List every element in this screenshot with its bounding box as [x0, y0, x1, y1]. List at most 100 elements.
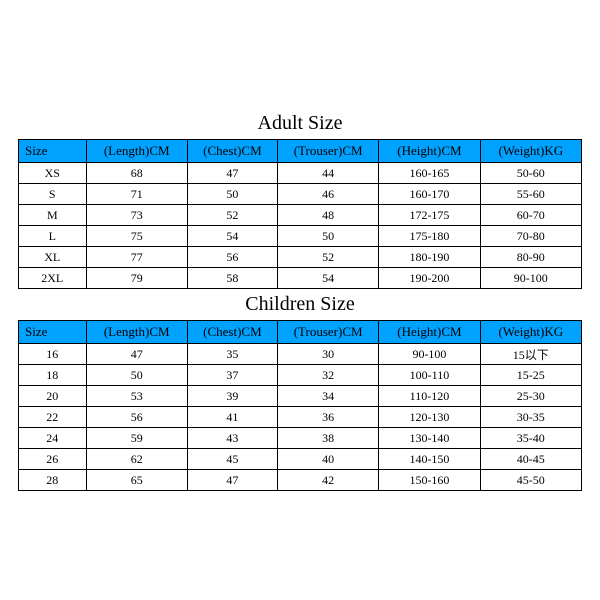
cell-height: 160-170 — [379, 184, 480, 205]
cell-trouser: 54 — [277, 268, 378, 289]
cell-size: XS — [19, 163, 87, 184]
cell-length: 71 — [86, 184, 187, 205]
cell-height: 100-110 — [379, 365, 480, 386]
col-weight: (Weight)KG — [480, 321, 581, 344]
cell-weight: 90-100 — [480, 268, 581, 289]
col-trouser: (Trouser)CM — [277, 321, 378, 344]
col-chest: (Chest)CM — [187, 140, 277, 163]
cell-chest: 41 — [187, 407, 277, 428]
cell-length: 73 — [86, 205, 187, 226]
cell-chest: 52 — [187, 205, 277, 226]
cell-height: 172-175 — [379, 205, 480, 226]
cell-size: 16 — [19, 344, 87, 365]
cell-weight: 40-45 — [480, 449, 581, 470]
col-size: Size — [19, 140, 87, 163]
cell-length: 68 — [86, 163, 187, 184]
cell-length: 47 — [86, 344, 187, 365]
cell-height: 90-100 — [379, 344, 480, 365]
col-length: (Length)CM — [86, 140, 187, 163]
cell-size: 20 — [19, 386, 87, 407]
table-row: M 73 52 48 172-175 60-70 — [19, 205, 582, 226]
cell-weight: 50-60 — [480, 163, 581, 184]
cell-weight: 15以下 — [480, 344, 581, 365]
cell-length: 50 — [86, 365, 187, 386]
table-row: 2XL 79 58 54 190-200 90-100 — [19, 268, 582, 289]
table-row: L 75 54 50 175-180 70-80 — [19, 226, 582, 247]
col-height: (Height)CM — [379, 321, 480, 344]
table-row: 26 62 45 40 140-150 40-45 — [19, 449, 582, 470]
cell-trouser: 46 — [277, 184, 378, 205]
cell-size: 26 — [19, 449, 87, 470]
cell-size: L — [19, 226, 87, 247]
col-weight: (Weight)KG — [480, 140, 581, 163]
table-row: 24 59 43 38 130-140 35-40 — [19, 428, 582, 449]
children-size-table: Size (Length)CM (Chest)CM (Trouser)CM (H… — [18, 320, 582, 491]
cell-height: 140-150 — [379, 449, 480, 470]
table-row: 18 50 37 32 100-110 15-25 — [19, 365, 582, 386]
cell-height: 120-130 — [379, 407, 480, 428]
cell-length: 75 — [86, 226, 187, 247]
cell-height: 150-160 — [379, 470, 480, 491]
cell-chest: 45 — [187, 449, 277, 470]
cell-length: 59 — [86, 428, 187, 449]
cell-size: 28 — [19, 470, 87, 491]
cell-height: 175-180 — [379, 226, 480, 247]
cell-chest: 58 — [187, 268, 277, 289]
cell-weight: 35-40 — [480, 428, 581, 449]
cell-trouser: 38 — [277, 428, 378, 449]
cell-chest: 56 — [187, 247, 277, 268]
col-height: (Height)CM — [379, 140, 480, 163]
cell-weight: 15-25 — [480, 365, 581, 386]
cell-trouser: 36 — [277, 407, 378, 428]
col-trouser: (Trouser)CM — [277, 140, 378, 163]
cell-size: 18 — [19, 365, 87, 386]
cell-size: S — [19, 184, 87, 205]
cell-size: 22 — [19, 407, 87, 428]
cell-weight: 60-70 — [480, 205, 581, 226]
cell-chest: 37 — [187, 365, 277, 386]
cell-length: 56 — [86, 407, 187, 428]
size-chart-page: Adult Size Size (Length)CM (Chest)CM (Tr… — [0, 0, 600, 600]
table-row: S 71 50 46 160-170 55-60 — [19, 184, 582, 205]
cell-weight: 80-90 — [480, 247, 581, 268]
cell-trouser: 50 — [277, 226, 378, 247]
children-body: 16 47 35 30 90-100 15以下 18 50 37 32 100-… — [19, 344, 582, 491]
table-row: 28 65 47 42 150-160 45-50 — [19, 470, 582, 491]
adult-body: XS 68 47 44 160-165 50-60 S 71 50 46 160… — [19, 163, 582, 289]
cell-trouser: 30 — [277, 344, 378, 365]
cell-weight: 70-80 — [480, 226, 581, 247]
cell-size: M — [19, 205, 87, 226]
cell-chest: 47 — [187, 163, 277, 184]
cell-length: 77 — [86, 247, 187, 268]
cell-size: 24 — [19, 428, 87, 449]
col-size: Size — [19, 321, 87, 344]
table-row: 20 53 39 34 110-120 25-30 — [19, 386, 582, 407]
table-row: XL 77 56 52 180-190 80-90 — [19, 247, 582, 268]
cell-chest: 50 — [187, 184, 277, 205]
children-header-row: Size (Length)CM (Chest)CM (Trouser)CM (H… — [19, 321, 582, 344]
cell-height: 190-200 — [379, 268, 480, 289]
table-row: 16 47 35 30 90-100 15以下 — [19, 344, 582, 365]
children-title: Children Size — [18, 293, 582, 316]
cell-size: XL — [19, 247, 87, 268]
cell-chest: 35 — [187, 344, 277, 365]
cell-height: 160-165 — [379, 163, 480, 184]
cell-length: 53 — [86, 386, 187, 407]
cell-length: 65 — [86, 470, 187, 491]
cell-chest: 43 — [187, 428, 277, 449]
cell-trouser: 32 — [277, 365, 378, 386]
cell-chest: 39 — [187, 386, 277, 407]
cell-weight: 55-60 — [480, 184, 581, 205]
col-length: (Length)CM — [86, 321, 187, 344]
table-row: XS 68 47 44 160-165 50-60 — [19, 163, 582, 184]
adult-header-row: Size (Length)CM (Chest)CM (Trouser)CM (H… — [19, 140, 582, 163]
cell-trouser: 48 — [277, 205, 378, 226]
cell-chest: 47 — [187, 470, 277, 491]
cell-weight: 30-35 — [480, 407, 581, 428]
cell-trouser: 52 — [277, 247, 378, 268]
adult-title: Adult Size — [18, 112, 582, 135]
cell-length: 79 — [86, 268, 187, 289]
cell-trouser: 42 — [277, 470, 378, 491]
cell-height: 130-140 — [379, 428, 480, 449]
cell-chest: 54 — [187, 226, 277, 247]
